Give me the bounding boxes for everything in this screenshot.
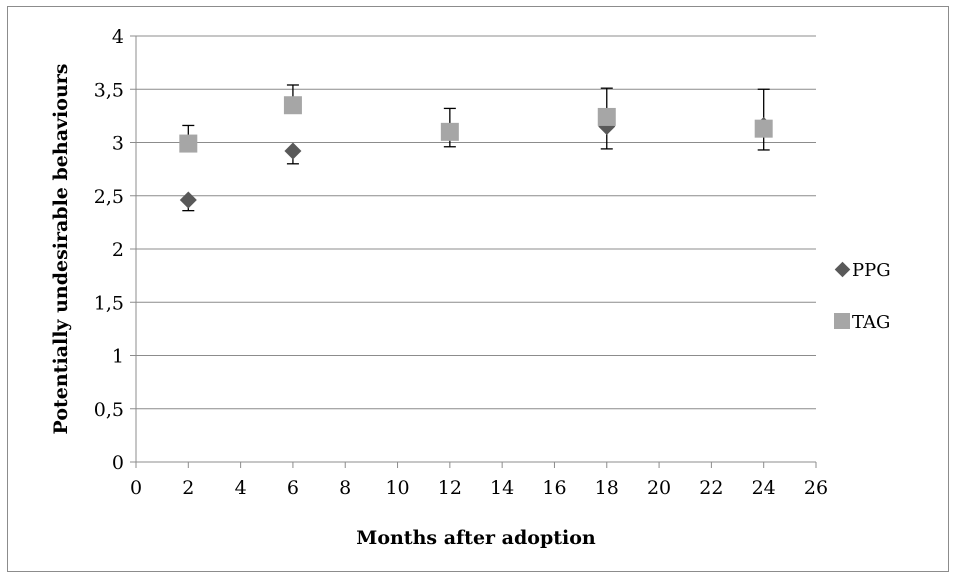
x-tick-label: 18 [595, 477, 619, 499]
y-tick-label: 4 [112, 26, 124, 48]
y-tick-label: 1,5 [94, 292, 124, 314]
chart-frame [7, 6, 949, 572]
x-tick-label: 16 [542, 477, 566, 499]
legend-item-ppg: PPG [834, 260, 891, 281]
data-points [179, 96, 773, 209]
y-tick-label: 0,5 [94, 399, 124, 421]
point-tag [283, 96, 302, 115]
x-tick-label: 0 [130, 477, 142, 499]
y-tick-label: 2 [112, 239, 124, 261]
x-tick-label: 4 [235, 477, 247, 499]
point-tag [597, 107, 616, 126]
point-ppg [179, 191, 197, 209]
point-tag [179, 134, 198, 153]
y-tick-label: 0 [112, 452, 124, 474]
legend: PPG TAG [834, 260, 891, 333]
point-tag [754, 119, 773, 138]
legend-marker-ppg [834, 261, 851, 278]
grid-lines [136, 35, 816, 410]
error-bars [182, 84, 770, 212]
y-tick-label: 3,5 [94, 79, 124, 101]
point-ppg [284, 142, 302, 160]
x-tick-label: 2 [182, 477, 194, 499]
x-tick-label: 6 [287, 477, 299, 499]
x-tick-label: 26 [804, 477, 828, 499]
x-tick-label: 24 [752, 477, 776, 499]
point-tag [440, 122, 459, 141]
y-tick-label: 2,5 [94, 186, 124, 208]
x-tick-label: 12 [438, 477, 462, 499]
x-tick-label: 14 [490, 477, 514, 499]
x-axis-title: Months after adoption [356, 527, 596, 549]
y-tick-label: 3 [112, 133, 124, 155]
x-tick-label: 22 [699, 477, 723, 499]
legend-label-tag: TAG [852, 312, 890, 333]
y-axis-title: Potentially undesirable behaviours [50, 64, 72, 435]
legend-marker-tag [834, 313, 850, 329]
y-tick-label: 1 [112, 346, 124, 368]
x-tick-label: 20 [647, 477, 671, 499]
legend-item-tag: TAG [834, 312, 890, 333]
x-tick-labels: 0 2 4 6 8 10 12 14 16 18 20 22 24 26 [130, 477, 828, 499]
x-tick-label: 8 [339, 477, 351, 499]
legend-label-ppg: PPG [852, 260, 891, 281]
y-tick-labels: 0 0,5 1 1,5 2 2,5 3 3,5 4 [94, 26, 124, 474]
axes [130, 35, 817, 468]
x-tick-label: 10 [385, 477, 409, 499]
